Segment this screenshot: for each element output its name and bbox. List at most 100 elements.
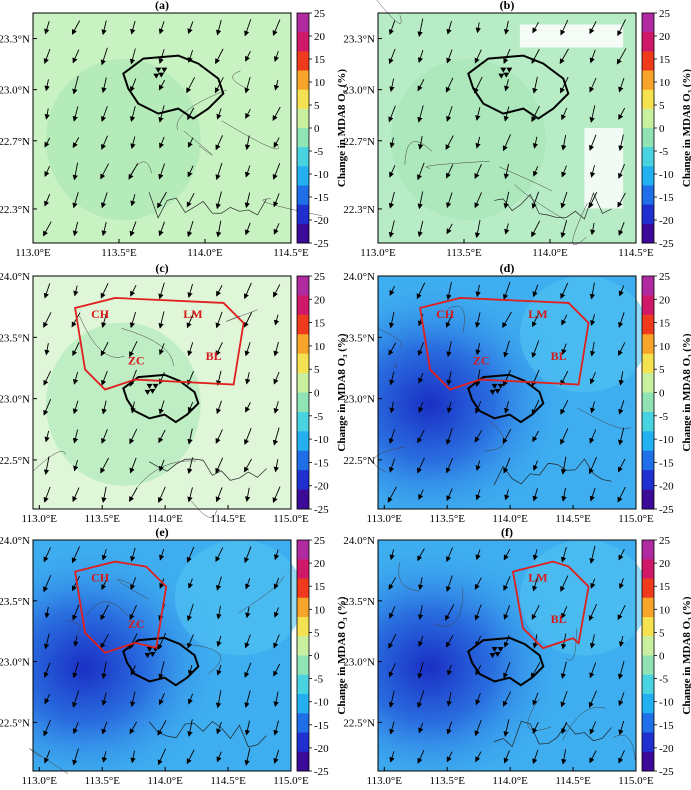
colorbar-tick-label: 15 [659,581,671,593]
boundary-line [577,407,632,430]
boundary-line [404,141,433,165]
wind-arrow [273,749,280,764]
wind-arrow [389,606,396,619]
y-tick-label: 22.5°N [343,717,375,729]
wind-arrow [72,49,80,64]
wind-arrow [273,577,280,590]
wind-arrow [72,662,79,679]
wind-arrow [44,165,50,178]
colorbar-segment [297,13,309,33]
colorbar-segment [297,617,309,637]
wind-arrow [273,223,280,235]
wind-arrow [418,401,424,413]
wind-arrow [475,312,481,328]
x-tick-label: 115.0°E [273,775,309,787]
wind-arrow [244,165,251,178]
station-marker [146,646,153,652]
x-tick-label: 113.0°E [360,247,396,259]
wind-arrow [129,48,136,65]
colorbar-segment [297,559,309,579]
colorbar-tick-label: -15 [659,720,674,732]
x-tick-label: 114.0°E [187,247,223,259]
colorbar-tick-label: 0 [659,123,665,135]
wind-arrow [245,577,251,590]
wind-arrow [532,166,539,177]
wind-arrow [72,106,79,122]
colorbar-segment [642,655,654,676]
wind-arrow [474,192,482,209]
wind-arrow [561,314,568,326]
colorbar-segment [297,540,309,560]
wind-arrow [100,283,109,299]
station-marker [497,383,504,389]
panel-title: (a) [155,0,169,12]
wind-arrow [187,283,193,299]
wind-arrow [389,371,395,386]
wind-arrow [618,371,624,386]
x-tick-label: 113.5°E [84,513,120,525]
panel-frame [377,12,637,244]
wind-arrow [388,48,396,65]
wind-arrow [388,663,396,678]
station-marker [149,388,156,394]
colorbar-tick-label: 25 [659,535,671,547]
y-tick-label: 23.5°N [0,596,30,608]
colorbar-tick-label: 15 [659,318,671,330]
wind-arrow [43,48,51,65]
station-marker [149,651,156,657]
x-tick-label: 113.0°E [15,247,51,259]
x-tick-label: 114.5°E [210,513,246,525]
wind-arrow [187,693,194,705]
subregion-boundary [419,297,590,391]
wind-arrow [215,48,224,65]
wind-arrow [503,340,510,358]
wind-arrow [590,222,596,236]
colorbar-label: Change in MDA8 O₃ (%) [336,69,348,188]
wind-arrow [475,693,481,706]
wind-arrow [243,312,253,328]
wind-arrow [130,136,136,150]
wind-arrow [71,312,81,328]
colorbar-label: Change in MDA8 O₃ (%) [336,596,348,715]
colorbar-tick-label: -20 [314,215,329,227]
wind-arrow [43,486,51,503]
y-tick-label: 23.0°N [0,85,30,97]
wind-arrow [214,77,224,94]
colorbar-tick-label: 0 [314,651,320,663]
boundary-line [116,579,149,600]
colorbar-segment [297,295,309,316]
wind-arrow [72,162,79,181]
wind-arrow [158,661,165,680]
colorbar-segment [642,223,654,244]
wind-arrow [72,604,80,621]
colorbar-tick-label: 0 [659,651,665,663]
wind-arrow [388,220,395,238]
wind-arrow [187,487,193,503]
wind-arrow [446,164,454,179]
wind-arrow [158,163,165,180]
wind-arrow [244,487,251,502]
wind-arrow [446,664,453,676]
colorbar-tick-label: -15 [314,720,329,732]
wind-arrow [531,312,540,328]
boundary-line [85,601,128,617]
wind-arrow [100,163,109,180]
wind-arrow [445,77,454,93]
wind-arrow [72,576,80,592]
wind-arrow [101,77,107,94]
wind-arrow [72,371,79,385]
wind-arrow [73,636,79,647]
wind-arrow [71,546,80,564]
wind-arrow [43,547,51,563]
colorbar-tick-label: -15 [659,457,674,469]
wind-arrow [130,577,137,591]
station-marker [152,646,159,652]
station-marker [491,646,498,652]
city-boundary [467,373,545,424]
wind-arrow [417,18,424,38]
colorbar-tick-label: 5 [659,364,665,376]
wind-arrow [502,369,511,387]
colorbar-tick-label: 10 [659,341,671,353]
wind-arrow [244,458,252,473]
wind-arrow [531,105,540,123]
